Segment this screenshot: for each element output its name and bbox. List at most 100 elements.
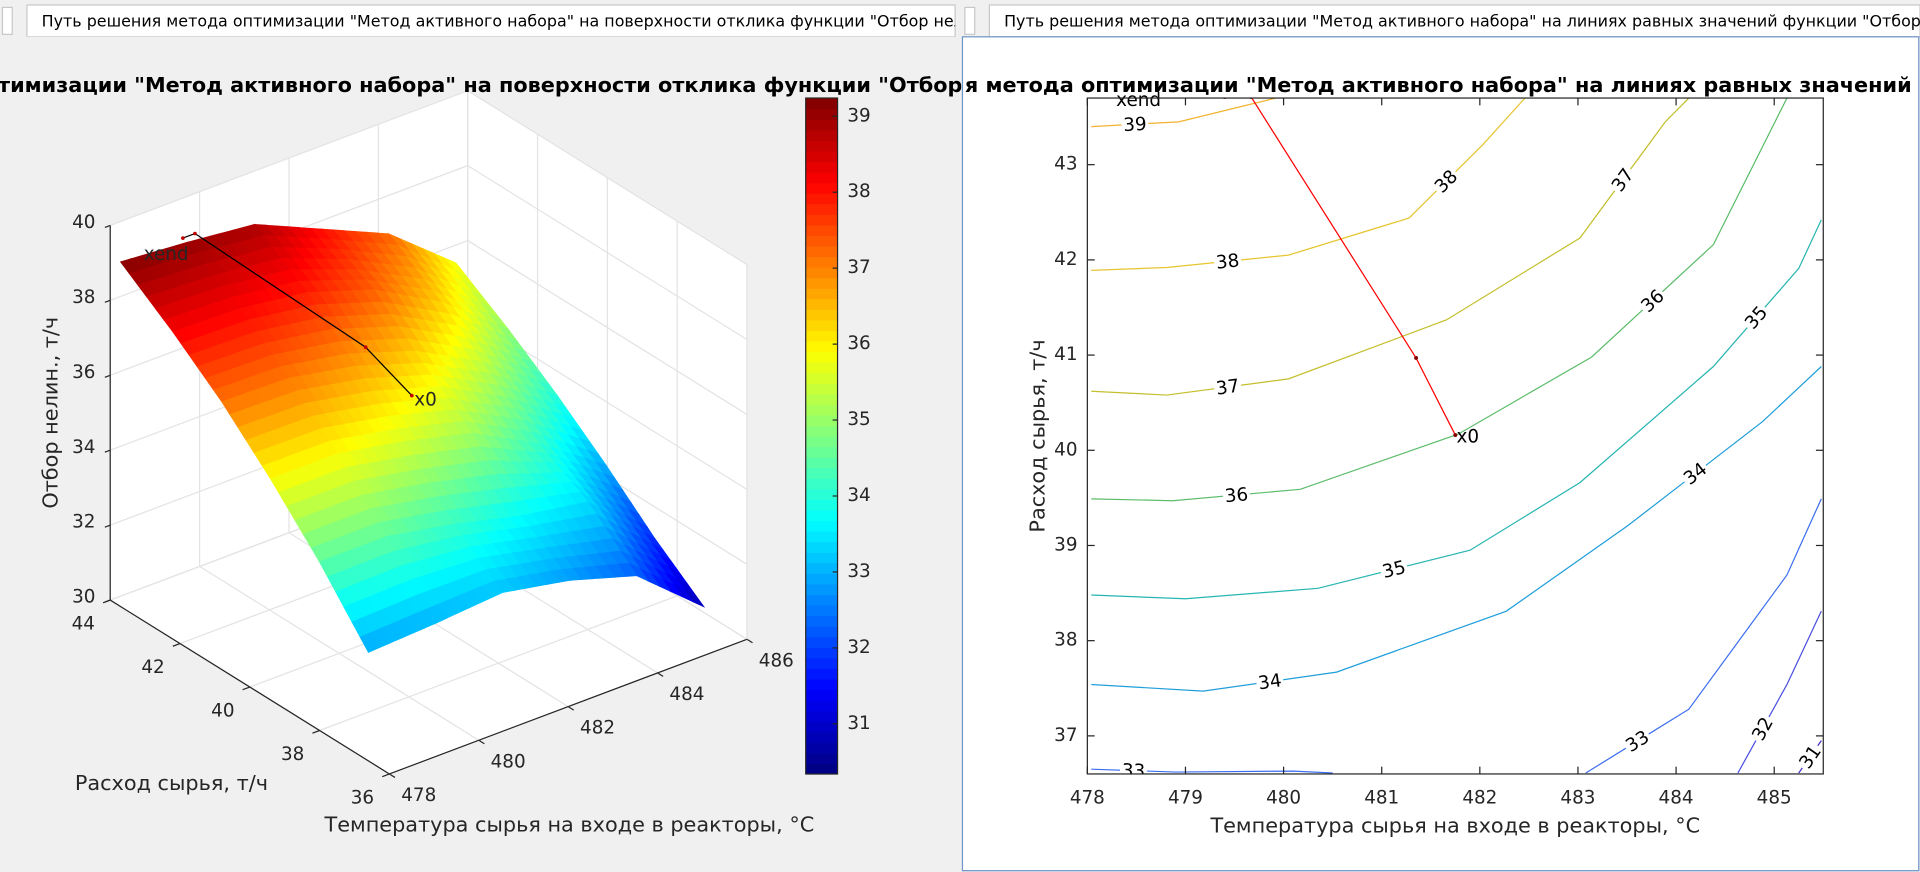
colorbar-cell [805, 298, 838, 310]
colorbar-cell [805, 171, 838, 184]
colorbar-cell [805, 425, 838, 437]
x-tick-label: 478 [1070, 787, 1105, 808]
colorbar-cell [805, 372, 838, 384]
contour-line [1737, 610, 1822, 774]
colorbar-cell [805, 678, 838, 691]
colorbar-tick-label: 38 [847, 181, 870, 202]
x-axis-label: Температура сырья на входе в реакторы, °… [324, 812, 815, 836]
colorbar-cell [805, 393, 838, 405]
colorbar-cell [805, 509, 838, 522]
contour-line [1091, 98, 1788, 502]
contour-label: 38 [1215, 250, 1240, 273]
colorbar-cell [805, 520, 838, 532]
grid-line [109, 90, 468, 226]
colorbar-cell [805, 150, 838, 163]
colorbar-cell [805, 193, 838, 205]
x-tick-label: 486 [759, 650, 794, 671]
colorbar-cell [805, 763, 838, 775]
colorbar-cell [805, 414, 838, 427]
x-tick-label: 482 [580, 718, 615, 739]
colorbar-cell [805, 478, 838, 490]
y-tick-label: 38 [1054, 630, 1077, 651]
colorbar-cell [805, 235, 838, 247]
contour-label-bg [1677, 456, 1713, 491]
colorbar-cell [805, 467, 838, 479]
colorbar-cell [805, 224, 838, 236]
axis-line [389, 638, 748, 775]
contour-label-bg [1119, 759, 1148, 774]
colorbar-cell [805, 446, 838, 458]
colorbar-cell [805, 752, 838, 765]
contour-label-group: 36 [1222, 482, 1251, 507]
colorbar-cell [805, 668, 838, 680]
x-tick-label: 485 [1757, 787, 1792, 808]
tab-title: Путь решения метода оптимизации "Метод а… [1004, 12, 1920, 31]
tick-mark [104, 449, 111, 453]
x-tick-label: 479 [1168, 787, 1203, 808]
colorbar-cell [805, 700, 838, 712]
contour-label-bg [1746, 711, 1779, 746]
colorbar-cell [805, 140, 838, 152]
y-tick-label: 42 [141, 657, 164, 678]
contour-label-bg [1254, 668, 1285, 695]
contour-label-bg [1738, 300, 1774, 335]
contour-label-group: 39 [1120, 112, 1149, 136]
y-tick-label: 43 [1054, 154, 1077, 175]
tick-mark [657, 672, 664, 677]
contour-line [1091, 98, 1276, 128]
contour-line [1091, 98, 1526, 271]
y-tick-label: 42 [1054, 249, 1077, 270]
colorbar-cell [805, 182, 838, 194]
colorbar-cell [805, 636, 838, 648]
y-tick-label: 39 [1054, 534, 1077, 555]
x-tick-label: 481 [1364, 787, 1399, 808]
colorbar-cell [805, 573, 838, 585]
contour-line [1091, 98, 1690, 396]
contour-label-bg [1212, 374, 1243, 400]
contour-label-bg [1793, 739, 1824, 774]
end-label: xend [144, 244, 189, 265]
start-label: x0 [1457, 426, 1480, 447]
path-point [409, 393, 414, 398]
colorbar-cell [805, 626, 838, 638]
axis-line [109, 599, 390, 775]
colorbar-cell [805, 657, 838, 669]
z-axis-label: Отбор нелин., т/ч [38, 317, 62, 509]
tick-mark [104, 599, 111, 603]
tick-mark [567, 706, 575, 711]
tick-mark [104, 299, 111, 303]
tick-mark [478, 739, 485, 745]
colorbar-tick-label: 33 [847, 561, 870, 582]
x-tick-label: 480 [491, 751, 526, 772]
contour-label: 36 [1224, 484, 1249, 507]
colorbar-cell [805, 531, 838, 543]
contour-label-group: 33 [1119, 759, 1148, 774]
z-tick-label: 30 [72, 587, 95, 608]
colorbar-cell [805, 731, 838, 743]
colorbar-frame [805, 97, 839, 775]
colorbar-cell [805, 710, 838, 722]
colorbar-cell [805, 277, 838, 289]
y-tick-label: 37 [1054, 725, 1077, 746]
x-tick-label: 483 [1560, 787, 1595, 808]
y-tick-label: 40 [1054, 439, 1077, 460]
colorbar-cell [805, 119, 838, 131]
path-point [363, 345, 368, 350]
colorbar-cell [805, 161, 838, 173]
tab[interactable] [26, 4, 956, 38]
colorbar-cell [805, 647, 838, 659]
tick-mark [242, 686, 251, 691]
path-point [1414, 355, 1419, 360]
z-tick-label: 32 [72, 512, 95, 533]
colorbar-cell [805, 499, 838, 511]
colorbar-tick-label: 32 [847, 637, 870, 658]
axes-box [1086, 97, 1824, 775]
x-tick-label: 480 [1266, 787, 1301, 808]
colorbar-cell [805, 404, 838, 416]
tick-mark [104, 374, 111, 378]
y-tick-label: 40 [211, 701, 234, 722]
z-tick-label: 40 [72, 212, 95, 233]
